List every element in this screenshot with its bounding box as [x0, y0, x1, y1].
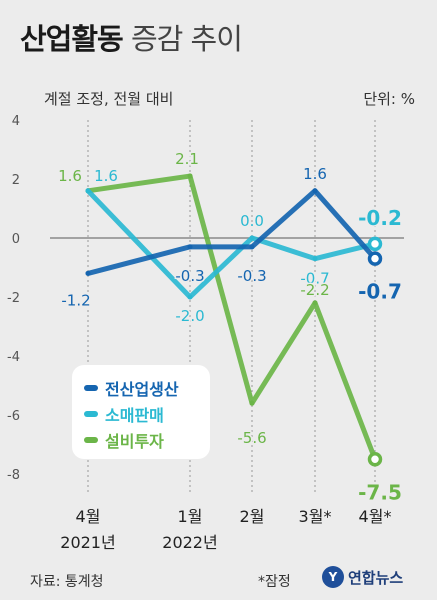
data-point: [367, 452, 383, 467]
x-tick-label: 2022년: [162, 533, 217, 552]
legend-swatch-investment: [84, 437, 98, 443]
legend-item-investment: 설비투자: [84, 427, 210, 453]
legend-swatch-production: [84, 385, 98, 391]
yonhap-logo: Y 연합뉴스: [322, 566, 403, 588]
data-point: [187, 294, 193, 300]
title-rest: 증감 추이: [130, 22, 243, 56]
y-tick-label: -4: [7, 350, 20, 365]
data-point: [85, 270, 91, 276]
x-tick-label: 1월: [178, 507, 203, 526]
data-label: -2.0: [175, 307, 204, 325]
x-tick-label: 3월*: [299, 507, 332, 526]
legend-label-investment: 설비투자: [105, 432, 164, 451]
y-tick-label: 0: [12, 232, 20, 247]
data-label: 1.6: [94, 167, 118, 185]
data-point: [187, 173, 193, 179]
data-label: -0.2: [358, 206, 402, 230]
y-tick-label: -2: [7, 291, 20, 306]
y-tick-label: -6: [7, 409, 20, 424]
y-tick-label: -8: [7, 468, 20, 483]
legend-item-production: 전산업생산: [84, 375, 210, 401]
legend-label-retail: 소매판매: [105, 406, 164, 425]
data-label: 0.0: [240, 212, 264, 230]
chart-title: 산업활동 증감 추이: [20, 16, 243, 58]
chart-subtitle: 계절 조정, 전월 대비: [44, 90, 174, 108]
data-label: -0.3: [175, 267, 204, 285]
data-point: [312, 300, 318, 306]
data-point: [312, 256, 318, 262]
legend-swatch-retail: [84, 411, 98, 417]
data-label: -5.6: [237, 429, 266, 447]
data-label: 2.1: [175, 150, 199, 168]
data-point: [312, 188, 318, 194]
logo-mark: Y: [322, 566, 344, 588]
data-point: [187, 244, 193, 250]
title-bold: 산업활동: [20, 22, 124, 56]
data-point: [367, 236, 383, 252]
data-label: -0.7: [300, 270, 329, 288]
x-tick-label: 4월: [76, 507, 101, 526]
data-label: -0.3: [237, 267, 266, 285]
data-point: [249, 400, 255, 406]
legend-label-production: 전산업생산: [105, 380, 179, 399]
x-tick-label: 4월*: [359, 507, 392, 526]
legend: 전산업생산 소매판매 설비투자: [72, 365, 210, 459]
data-point: [85, 188, 91, 194]
x-tick-label: 2월: [240, 507, 265, 526]
data-label: -2.2: [300, 281, 329, 299]
y-tick-label: 4: [12, 114, 20, 129]
legend-item-retail: 소매판매: [84, 401, 210, 427]
y-tick-label: 2: [12, 173, 20, 188]
data-label: -1.2: [61, 291, 90, 309]
data-label: -7.5: [358, 480, 402, 504]
provisional-note: *잠정: [258, 574, 291, 590]
unit-label: 단위: %: [363, 90, 415, 108]
data-point: [249, 235, 255, 241]
data-label: 1.6: [58, 167, 82, 185]
data-point: [249, 244, 255, 250]
data-point: [367, 251, 383, 266]
data-label: -0.7: [358, 280, 402, 304]
source-note: 자료: 통계청: [30, 574, 104, 590]
logo-text: 연합뉴스: [348, 568, 404, 587]
data-label: 1.6: [303, 165, 327, 183]
x-tick-label: 2021년: [60, 533, 115, 552]
